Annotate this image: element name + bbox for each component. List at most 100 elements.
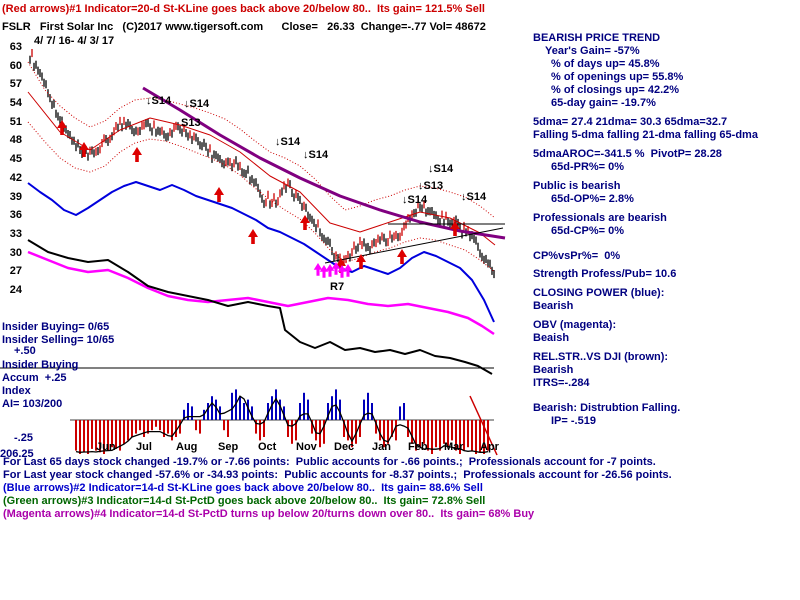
red-buy-arrow <box>79 142 89 157</box>
red-buy-arrow <box>336 258 347 273</box>
stats-line: Falling 5-dma falling 21-dma falling 65-… <box>533 129 758 141</box>
stats-line: Beaish <box>533 332 570 344</box>
footer-line: (Magenta arrows)#4 Indicator=14-d St-Pct… <box>3 508 535 520</box>
y-axis-price-label: 51 <box>9 115 22 128</box>
date-range-label: 4/ 7/ 16- 4/ 3/ 17 <box>34 35 115 47</box>
month-label: Jan <box>372 441 391 453</box>
y-axis-price-label: 45 <box>9 153 22 166</box>
month-label: Nov <box>296 441 317 453</box>
magenta-buy-arrow <box>337 265 347 278</box>
signal-label: ↓S13 <box>418 180 444 192</box>
signal-label: ↓S14 <box>428 163 454 175</box>
signal-label: ↓S14 <box>461 191 487 203</box>
signal-label: ↓S14 <box>146 95 172 107</box>
y-axis-price-label: 42 <box>9 171 22 184</box>
magenta-buy-arrow <box>319 265 329 278</box>
stats-line: Bearish <box>533 300 574 312</box>
red-arrows-signal-header: (Red arrows)#1 Indicator=20-d St-KLine g… <box>2 3 485 15</box>
signal-label: ↓S14 <box>402 194 428 206</box>
y-axis-price-label: 27 <box>9 265 22 278</box>
signal-label: ↓S14 <box>184 98 210 110</box>
footer-line: For Last year stock changed -57.6% or -3… <box>3 469 672 481</box>
month-label: Oct <box>258 441 277 453</box>
rel_str-line <box>27 239 493 375</box>
y-axis-price-label: 54 <box>9 97 22 110</box>
stats-line: 65-day gain= -19.7% <box>551 97 656 109</box>
month-label: Jul <box>136 441 152 453</box>
stats-line: 5dmaAROC=-341.5 % PivotP= 28.28 <box>533 148 722 160</box>
stats-line: Year's Gain= -57% <box>545 45 640 57</box>
left-annotation: Insider Buying <box>2 359 79 371</box>
y-axis-price-label: 33 <box>9 227 22 240</box>
stats-line: Strength Profess/Pub= 10.6 <box>533 268 677 280</box>
red-buy-arrow <box>57 120 67 135</box>
y-axis-price-label: 30 <box>9 246 22 259</box>
stats-line: Bearish <box>533 364 574 376</box>
month-label: Mar <box>444 441 464 453</box>
signal-label: S13 <box>181 117 201 129</box>
left-annotation: +.50 <box>14 345 36 357</box>
left-annotation: AI= 103/200 <box>2 398 63 410</box>
stats-line: 65d-PR%= 0% <box>551 161 625 173</box>
stats-line: Professionals are bearish <box>533 212 667 224</box>
red-buy-arrow <box>132 147 142 162</box>
y-axis-price-label: 57 <box>9 78 22 91</box>
stats-line: Public is bearish <box>533 180 621 192</box>
stats-line: IP= -.519 <box>551 415 596 427</box>
red-buy-arrow <box>300 215 311 230</box>
stats-line: 65d-OP%= 2.8% <box>551 193 634 205</box>
month-label: Jun <box>96 441 116 453</box>
stats-line: REL.STR..VS DJI (brown): <box>533 351 669 363</box>
footer-line: (Blue arrows)#2 Indicator=14-d St-KLine … <box>3 482 483 494</box>
magenta-buy-arrow <box>313 263 323 276</box>
month-label: Sep <box>218 441 239 453</box>
signal-label: ↓S14 <box>303 149 329 161</box>
stats-line: % of openings up= 55.8% <box>551 71 684 83</box>
left-annotation: Insider Selling= 10/65 <box>2 334 115 346</box>
month-label: Feb <box>408 441 428 453</box>
stats-line: BEARISH PRICE TREND <box>533 32 661 44</box>
obv-line <box>27 250 495 336</box>
ma_21d-line <box>27 91 496 246</box>
left-annotation: Insider Buying= 0/65 <box>2 321 110 333</box>
signal-label: ↓S14 <box>275 136 301 148</box>
y-axis-price-label: 24 <box>9 284 22 296</box>
lower_band-line <box>27 121 496 273</box>
month-label: Apr <box>480 441 499 453</box>
ticker-title-line: FSLR First Solar Inc (C)2017 www.tigerso… <box>2 21 486 33</box>
stats-line: OBV (magenta): <box>533 319 617 331</box>
accum-index-line <box>75 395 489 453</box>
month-label: Aug <box>176 441 198 453</box>
magenta-buy-arrow <box>325 264 335 277</box>
y-axis-price-label: 39 <box>9 190 22 203</box>
left-annotation: Index <box>2 385 31 397</box>
stats-line: CLOSING POWER (blue): <box>533 287 665 299</box>
month-label: Dec <box>334 441 355 453</box>
x-origin-value: 206.25 <box>0 448 34 460</box>
left-annotation: -.25 <box>14 432 33 444</box>
stats-line: % of closings up= 42.2% <box>551 84 680 96</box>
footer-line: For Last 65 days stock changed -19.7% or… <box>3 456 656 468</box>
stats-line: 65d-CP%= 0% <box>551 225 625 237</box>
red-buy-arrow <box>248 229 258 244</box>
y-axis-price-label: 63 <box>9 41 22 53</box>
y-axis-price-label: 60 <box>9 59 22 72</box>
stats-line: Bearish: Distrubtion Falling. <box>533 402 681 414</box>
left-annotation: Accum +.25 <box>2 372 67 384</box>
magenta-buy-arrow <box>343 264 353 277</box>
stats-line: % of days up= 45.8% <box>551 58 660 70</box>
stats-line: ITRS=-.284 <box>533 377 590 389</box>
red-buy-arrow <box>214 187 224 202</box>
footer-line: (Green arrows)#3 Indicator=14-d St-PctD … <box>3 495 486 507</box>
signal-label: R7 <box>330 281 345 293</box>
stats-line: 5dma= 27.4 21dma= 30.3 65dma=32.7 <box>533 116 728 128</box>
y-axis-price-label: 48 <box>9 134 22 147</box>
magenta-buy-arrow <box>331 262 341 275</box>
red-buy-arrow <box>397 249 408 264</box>
ma_65d-line <box>142 86 506 240</box>
trendline_rising-line <box>324 227 504 264</box>
y-axis-price-label: 36 <box>9 209 22 222</box>
red-buy-arrow <box>450 221 461 236</box>
